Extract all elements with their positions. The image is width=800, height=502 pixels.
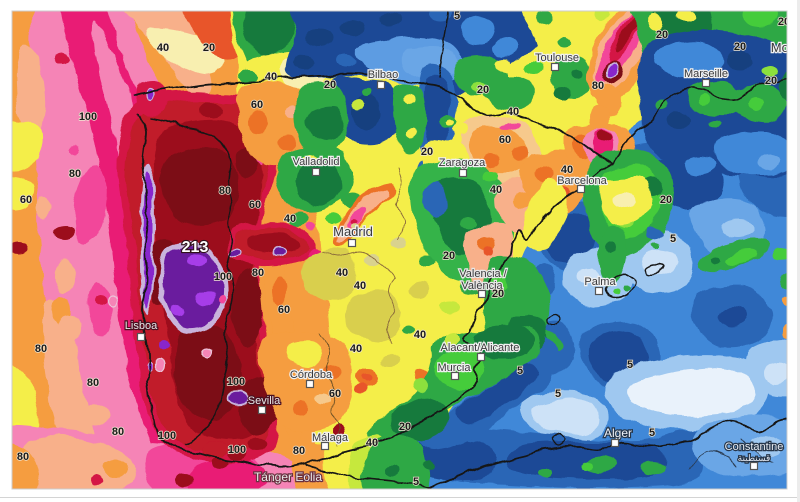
svg-text:Córdoba: Córdoba [290,369,333,381]
svg-text:40: 40 [157,42,169,54]
svg-text:20: 20 [778,16,790,28]
svg-text:Alacant/Alicante: Alacant/Alicante [441,342,520,354]
svg-text:20: 20 [734,41,746,53]
svg-text:Barcelona: Barcelona [557,175,607,187]
svg-text:Valencia /: Valencia / [459,268,507,280]
svg-text:20: 20 [421,146,433,158]
svg-text:Marseille: Marseille [684,68,728,80]
svg-text:5: 5 [670,233,676,245]
svg-text:Bilbao: Bilbao [368,69,399,81]
svg-text:Málaga: Málaga [312,432,349,444]
svg-text:Palma: Palma [584,276,616,288]
svg-text:5: 5 [555,388,561,400]
svg-text:80: 80 [293,445,305,457]
svg-text:Constantine: Constantine [725,441,784,453]
svg-text:20: 20 [765,75,777,87]
svg-text:80: 80 [112,426,124,438]
svg-text:20: 20 [660,194,672,206]
svg-text:60: 60 [499,134,511,146]
svg-text:60: 60 [329,388,341,400]
svg-text:60: 60 [278,304,290,316]
svg-text:Toulouse: Toulouse [535,52,579,64]
svg-text:Zaragoza: Zaragoza [439,157,486,169]
svg-text:Mor: Mor [771,40,794,55]
svg-text:100: 100 [227,376,245,388]
svg-text:5: 5 [413,476,419,488]
svg-text:40: 40 [354,280,366,292]
svg-text:80: 80 [252,267,264,279]
svg-text:80: 80 [87,377,99,389]
svg-text:80: 80 [592,80,604,92]
svg-text:100: 100 [158,430,176,442]
svg-text:40: 40 [561,164,573,176]
svg-text:40: 40 [507,106,519,118]
svg-text:Tánger Eolia: Tánger Eolia [254,470,322,484]
svg-text:40: 40 [490,184,502,196]
svg-text:40: 40 [350,343,362,355]
svg-text:20: 20 [399,421,411,433]
svg-text:València: València [461,280,503,292]
svg-text:80: 80 [69,168,81,180]
svg-text:Sevilla: Sevilla [248,395,281,407]
svg-text:Murcia: Murcia [437,362,471,374]
svg-text:40: 40 [414,329,426,341]
svg-text:5: 5 [627,359,633,371]
svg-text:قسنطينة: قسنطينة [738,453,771,463]
svg-text:20: 20 [203,42,215,54]
svg-text:60: 60 [249,199,261,211]
svg-text:20: 20 [477,84,489,96]
svg-text:Madrid: Madrid [333,224,373,239]
svg-text:213: 213 [182,239,209,256]
svg-text:100: 100 [79,111,97,123]
svg-text:40: 40 [284,213,296,225]
svg-text:5: 5 [649,427,655,439]
svg-text:20: 20 [492,288,504,300]
svg-text:40: 40 [336,267,348,279]
svg-text:20: 20 [443,250,455,262]
svg-text:5: 5 [454,10,460,22]
svg-text:60: 60 [20,194,32,206]
svg-text:Lisboa: Lisboa [125,320,158,332]
svg-text:5: 5 [517,365,523,377]
svg-text:100: 100 [214,271,232,283]
svg-text:Alger: Alger [604,426,632,440]
svg-text:80: 80 [17,451,29,463]
svg-text:80: 80 [35,343,47,355]
svg-text:100: 100 [228,444,246,456]
svg-text:40: 40 [265,71,277,83]
svg-text:20: 20 [324,79,336,91]
svg-text:80: 80 [219,185,231,197]
svg-text:60: 60 [251,99,263,111]
svg-text:40: 40 [366,437,378,449]
svg-text:20: 20 [656,29,668,41]
svg-text:Valladolid: Valladolid [293,156,340,168]
